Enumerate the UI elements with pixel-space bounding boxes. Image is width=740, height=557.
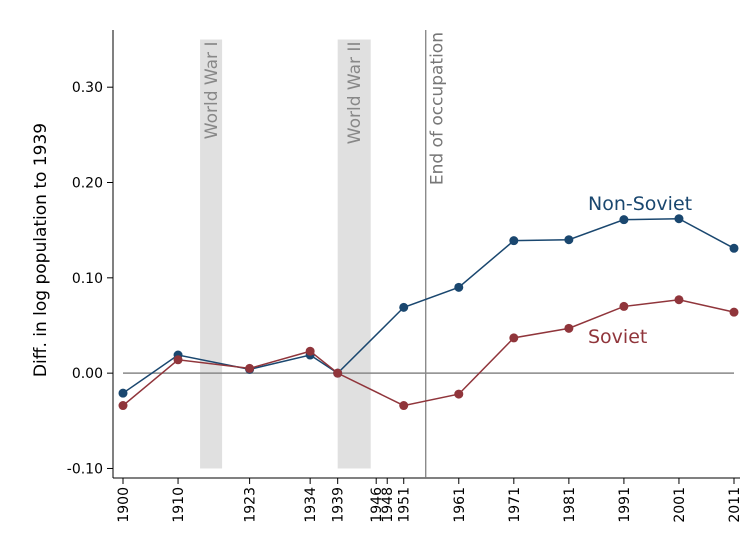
x-tick-label: 1951 — [397, 487, 413, 523]
x-tick-label: 1961 — [452, 487, 468, 523]
series-line — [122, 298, 735, 407]
data-point — [674, 295, 684, 305]
data-point — [564, 323, 574, 333]
shaded-region — [337, 39, 371, 469]
data-point — [729, 307, 739, 317]
data-point — [333, 368, 343, 378]
data-point — [729, 243, 739, 253]
data-point — [399, 401, 409, 411]
data-point — [399, 302, 409, 312]
x-tick-label: 1981 — [562, 487, 578, 523]
data-point — [509, 333, 519, 343]
x-tick-label: 2001 — [672, 487, 688, 523]
data-point — [619, 301, 629, 311]
x-tick-label: 1900 — [116, 487, 132, 523]
series-label: Soviet — [588, 326, 647, 348]
data-point — [118, 388, 128, 398]
data-point — [245, 363, 255, 373]
x-tick-label: 1934 — [303, 487, 319, 523]
data-point — [454, 282, 464, 292]
data-point — [173, 355, 183, 365]
data-point — [619, 215, 629, 225]
y-tick-label: 0.10 — [72, 271, 103, 287]
x-tick-label: 1971 — [507, 487, 523, 523]
region-label: World War I — [202, 42, 222, 140]
y-tick-label: 0.20 — [72, 176, 103, 192]
x-tick-label: 1939 — [331, 487, 347, 523]
series-label: Non-Soviet — [588, 193, 692, 215]
x-tick-label: 1910 — [171, 487, 187, 523]
y-tick-label: 0.00 — [72, 366, 103, 382]
y-tick-label: -0.10 — [67, 461, 103, 477]
x-tick-label: 1948 — [380, 487, 396, 523]
y-tick-label: 0.30 — [72, 80, 103, 96]
data-point — [509, 236, 519, 246]
x-tick-label: 1923 — [243, 487, 259, 523]
data-point — [454, 389, 464, 399]
region-label: World War II — [345, 42, 365, 145]
data-point — [305, 346, 315, 356]
data-point — [118, 401, 128, 411]
y-axis-label: Diff. in log population to 1939 — [31, 123, 51, 377]
x-tick-label: 1991 — [617, 487, 633, 523]
x-tick-label: 1946 — [369, 487, 385, 523]
data-point — [564, 235, 574, 245]
data-point — [674, 214, 684, 224]
x-tick-label: 2011 — [727, 487, 740, 523]
vertical-line-label: End of occupation — [428, 32, 448, 185]
